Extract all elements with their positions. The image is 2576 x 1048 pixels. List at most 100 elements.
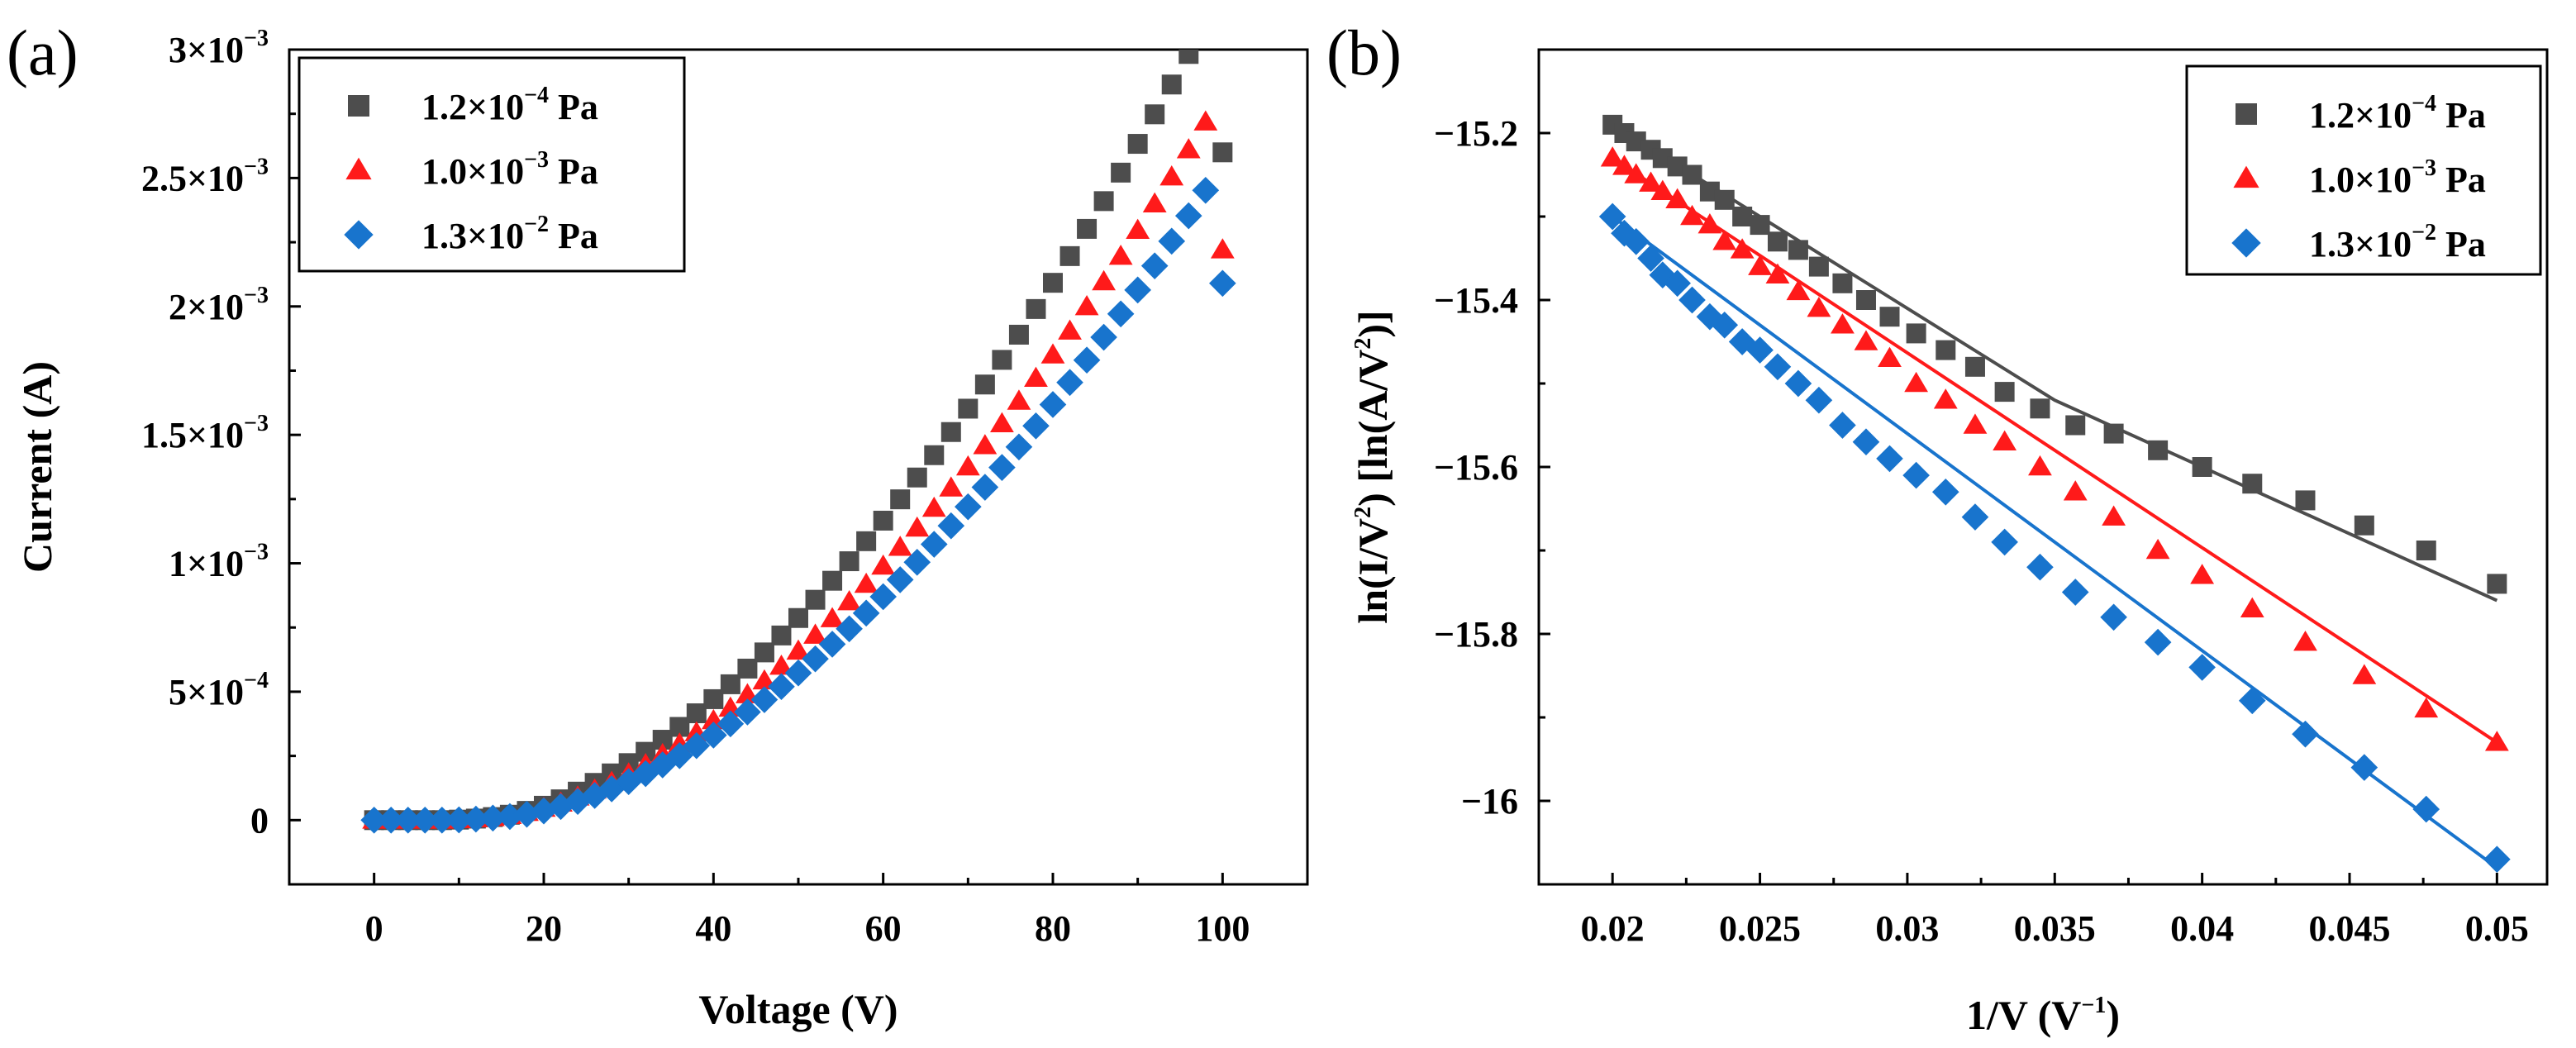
data-point <box>973 434 998 455</box>
data-point <box>1090 323 1117 351</box>
data-point <box>1212 142 1233 163</box>
y-tick-label: −15.2 <box>1434 113 1518 154</box>
data-point <box>1764 353 1792 381</box>
fit-line <box>1611 215 2498 869</box>
data-point <box>820 607 845 627</box>
data-point <box>1058 319 1082 340</box>
series-triangle <box>1600 146 2509 751</box>
data-point <box>769 655 793 675</box>
data-point <box>856 531 877 551</box>
data-point <box>1026 298 1046 319</box>
data-point <box>1073 346 1101 374</box>
data-point <box>852 599 880 627</box>
data-point <box>2414 697 2439 718</box>
data-point <box>530 797 558 825</box>
data-point <box>2354 515 2374 536</box>
x-axis-title: 1/V (V−1) <box>1966 992 2120 1038</box>
data-point <box>768 673 795 701</box>
data-point <box>803 623 827 644</box>
data-point <box>786 639 811 660</box>
data-point <box>971 474 999 501</box>
data-point <box>907 467 927 488</box>
legend-entry: 1.2×10−4 Pa <box>421 83 598 127</box>
data-point <box>1127 134 1148 155</box>
x-tick-label: 0.04 <box>2170 908 2234 949</box>
data-point <box>1829 412 1856 439</box>
data-point <box>1765 263 1790 283</box>
legend-marker <box>344 220 374 250</box>
data-point <box>886 566 914 593</box>
data-point <box>873 510 893 531</box>
x-tick-label: 60 <box>865 908 902 949</box>
data-point <box>360 806 388 834</box>
data-point <box>2103 423 2124 444</box>
y-tick-label: −15.8 <box>1434 614 1518 655</box>
data-point <box>581 782 608 809</box>
data-point <box>903 548 931 576</box>
data-point <box>479 804 507 832</box>
data-point <box>1209 269 1236 298</box>
y-axis-ticks: 0 5×10−4 1×10−3 1.5×10−3 2×10−3 2.5×10−3 3×10−… <box>141 26 301 841</box>
data-point <box>2412 795 2440 823</box>
panel-label: (a) <box>7 17 79 88</box>
data-point <box>1639 171 1663 192</box>
data-point <box>771 625 792 645</box>
series-diamond <box>1598 202 2511 874</box>
data-point <box>1074 294 1099 316</box>
data-point <box>920 531 948 558</box>
data-point <box>1991 528 2018 556</box>
data-point <box>1624 163 1649 183</box>
data-point <box>958 398 978 419</box>
data-point <box>1140 252 1169 279</box>
data-point <box>1964 356 1985 377</box>
data-point <box>547 793 574 821</box>
data-point <box>890 489 911 510</box>
legend-entry: 1.0×10−3 Pa <box>421 147 598 192</box>
data-point <box>1852 428 1880 456</box>
panel-label: (b) <box>1326 17 1402 88</box>
data-point <box>1680 204 1704 226</box>
data-point <box>1178 50 1199 64</box>
y-tick-label: 2.5×10−3 <box>141 154 269 198</box>
data-point <box>1784 369 1812 398</box>
data-point <box>1730 238 1755 259</box>
data-point <box>1039 391 1067 418</box>
data-point <box>937 512 965 540</box>
data-point <box>939 476 964 497</box>
data-point <box>1145 104 1165 125</box>
y-tick-label: −16 <box>1461 781 1518 822</box>
data-point <box>1159 165 1184 186</box>
data-point <box>1142 192 1167 213</box>
data-point <box>818 631 846 658</box>
data-point <box>720 674 740 694</box>
data-point <box>1056 369 1083 397</box>
data-point <box>1664 269 1691 298</box>
data-point <box>1678 286 1706 314</box>
data-point <box>717 710 745 738</box>
data-point <box>836 615 863 643</box>
legend-entry: 1.2×10−4 Pa <box>2309 91 2486 136</box>
legend: 1.2×10−4 Pa 1.0×10−3 Pa 1.3×10−2 Pa <box>2185 64 2542 276</box>
data-point <box>2352 664 2377 684</box>
data-point <box>1093 191 1114 212</box>
data-point <box>2065 415 2086 436</box>
data-point <box>1746 336 1774 364</box>
data-point <box>1936 340 1956 360</box>
data-point <box>2483 846 2511 874</box>
data-point <box>1805 386 1833 414</box>
data-point <box>1196 13 1216 33</box>
data-point <box>1600 146 1625 167</box>
data-point <box>871 554 896 575</box>
data-point <box>974 374 995 395</box>
data-point <box>1005 433 1033 461</box>
legend: 1.2×10−4 Pa 1.0×10−3 Pa 1.3×10−2 Pa <box>298 56 686 273</box>
data-point <box>1193 110 1218 131</box>
data-point <box>2026 553 2054 581</box>
data-point <box>1714 189 1735 210</box>
data-point <box>955 493 982 521</box>
data-point <box>924 445 945 465</box>
panel-a: (a) 0 20 40 60 80 100 0 5×10−4 1×10−3 1.5×10−3 2×10… <box>7 13 1309 1032</box>
data-point <box>837 590 861 611</box>
data-point <box>805 589 826 610</box>
x-axis-ticks: 0.02 0.025 0.03 0.035 0.04 0.045 0.05 <box>1581 873 2529 949</box>
